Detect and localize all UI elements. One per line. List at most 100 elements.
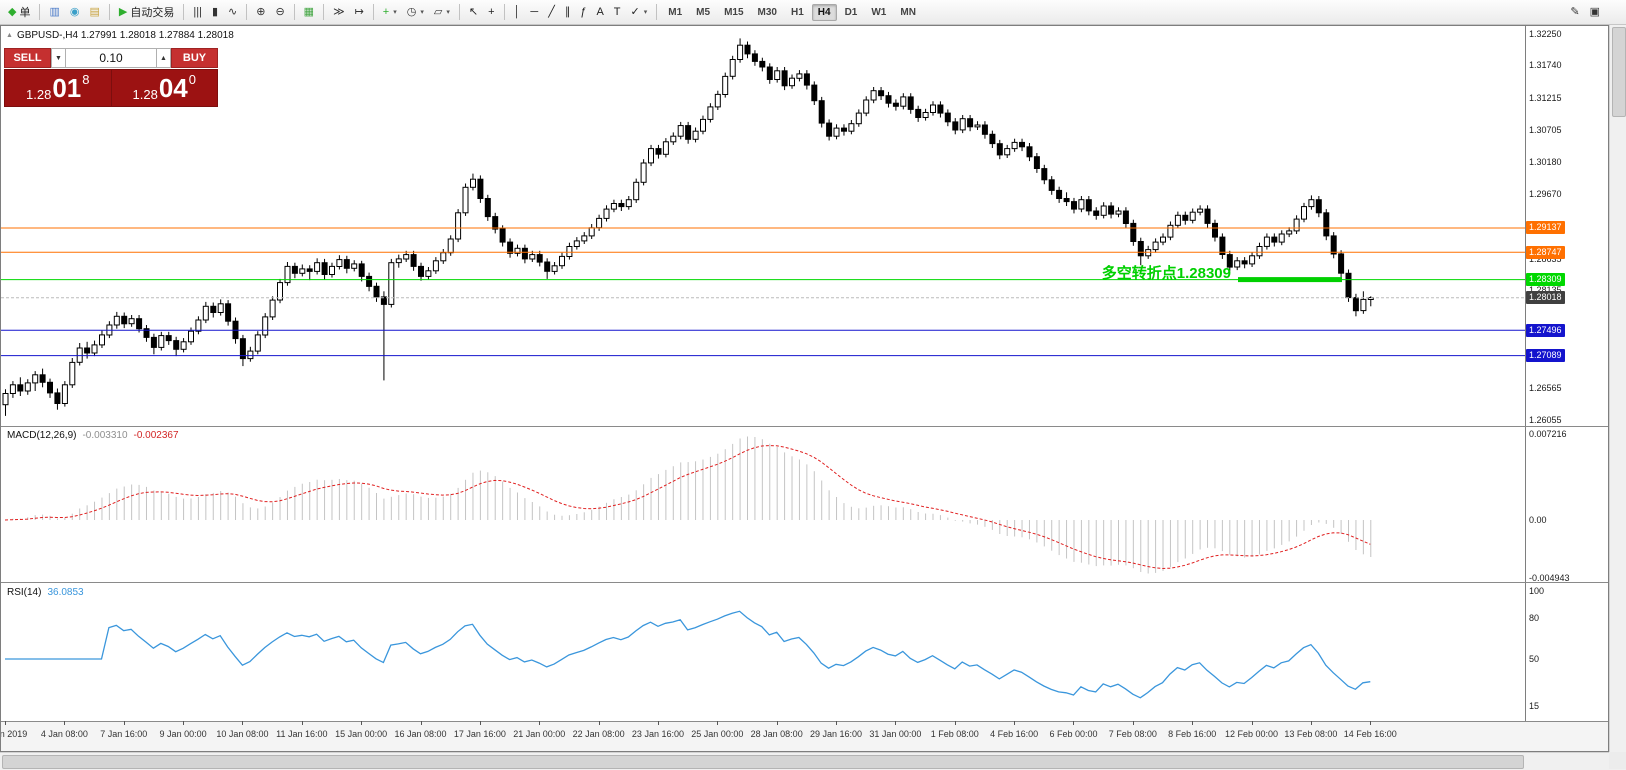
time-tick-mark <box>598 721 600 725</box>
sell-price[interactable]: 1.28 01 8 <box>5 70 111 106</box>
terminal-button[interactable]: ▤ <box>84 4 104 21</box>
shapes-menu-button[interactable]: ✓ ▾ <box>626 4 653 21</box>
timeframe-W1-button[interactable]: W1 <box>871 6 887 18</box>
buy-button[interactable]: BUY <box>171 48 218 68</box>
templates-button[interactable]: ▱ ▾ <box>429 4 455 21</box>
shapes-menu-icon: ✓ <box>630 5 640 18</box>
line-chart-button[interactable]: ∿ <box>223 4 242 21</box>
tile-windows-button[interactable]: ▦ <box>299 4 319 21</box>
auto-scroll-button[interactable]: ≫ <box>328 4 350 21</box>
zoom-in-button[interactable]: ⊕ <box>251 4 270 21</box>
volume-increase-button[interactable]: ▲ <box>156 48 171 68</box>
tile-windows-icon: ▦ <box>303 5 315 18</box>
label-tool-button[interactable]: T <box>609 4 626 21</box>
timeframe-M5-button[interactable]: M5 <box>696 6 711 18</box>
time-axis-border <box>1 721 1608 722</box>
new-window-button[interactable]: ▣ <box>1585 4 1605 21</box>
timeframe-M15-button[interactable]: M15 <box>724 6 744 18</box>
time-tick-mark <box>1310 721 1312 725</box>
zoom-in-icon: ⊕ <box>256 5 266 18</box>
periods-button[interactable]: ◷ ▾ <box>402 4 429 21</box>
time-tick-mark <box>123 721 125 725</box>
candlestick-chart-button[interactable]: ▮ <box>207 4 223 21</box>
new-order-label: 单 <box>19 7 31 19</box>
vertical-line-tool-button[interactable]: │ <box>509 4 526 21</box>
volume-input[interactable] <box>66 48 156 68</box>
navigator-button[interactable]: ◉ <box>65 4 85 21</box>
market-watch-button[interactable]: ▥ <box>44 4 64 21</box>
timeframe-MN-button[interactable]: MN <box>900 6 916 18</box>
toolbar-group-autotrading: ▶ 自动交易 <box>114 0 179 24</box>
price-tick-label: 1.32250 <box>1529 28 1562 39</box>
macd-axis-label: -0.004943 <box>1529 573 1570 584</box>
autotrading-button[interactable]: ▶ 自动交易 <box>114 1 179 23</box>
time-tick-label: 14 Feb 16:00 <box>1343 729 1397 739</box>
candlestick-series <box>2 38 1374 416</box>
vertical-scrollbar[interactable] <box>1609 25 1626 769</box>
rsi-value: 36.0853 <box>47 587 84 598</box>
trendline-tool-button[interactable]: ╱ <box>543 4 560 21</box>
time-axis[interactable] <box>1 722 1608 751</box>
sell-button[interactable]: SELL <box>4 48 51 68</box>
price-tick-label: 1.28135 <box>1529 284 1562 295</box>
chart-canvas[interactable] <box>1 26 1608 721</box>
time-tick-label: 4 Jan 08:00 <box>40 729 88 739</box>
toolbar: ◆ 单 ▥ ◉ ▤ ▶ 自动交易 ||| ▮ ∿ ⊕ ⊖ ▦ ≫ ↦ + ▾ ◷ ▾ ▱ ▾ ↖ + │ ─ ╱ ∥ ƒ A T ✓ ▾ M1 M… <box>0 0 1626 25</box>
zoom-out-icon: ⊖ <box>275 5 285 18</box>
toolbar-group-windows: ▥ ◉ ▤ <box>44 0 104 24</box>
new-window-icon: ▣ <box>1589 5 1600 18</box>
time-tick-label: 23 Jan 16:00 <box>631 729 684 739</box>
rsi-axis-label: 50 <box>1529 653 1540 664</box>
volume-decrease-button[interactable]: ▼ <box>51 48 66 68</box>
new-order-button[interactable]: ◆ 单 <box>3 1 35 23</box>
indicators-button[interactable]: + ▾ <box>378 4 402 21</box>
time-tick-label: 17 Jan 16:00 <box>453 729 506 739</box>
horizontal-scrollbar[interactable] <box>0 752 1609 770</box>
toolbar-group-draw-tools: │ ─ ╱ ∥ ƒ A T ✓ ▾ <box>509 0 653 24</box>
macd-title: MACD(12,26,9) <box>7 430 77 441</box>
time-tick-mark <box>657 721 659 725</box>
time-tick-mark <box>5 721 6 725</box>
channel-tool-button[interactable]: ∥ <box>560 4 576 21</box>
toolbar-group-chart-types: ||| ▮ ∿ <box>188 0 242 24</box>
edit-button[interactable]: ✎ <box>1565 4 1584 21</box>
timeframe-D1-button[interactable]: D1 <box>844 6 858 18</box>
chart-shift-icon: ↦ <box>354 5 364 18</box>
terminal-icon: ▤ <box>89 5 100 18</box>
pane-separator-rsi[interactable] <box>1 582 1608 583</box>
cursor-tool-button[interactable]: ↖ <box>464 4 483 21</box>
rsi-line <box>5 610 1371 699</box>
autotrading-label: 自动交易 <box>130 7 175 19</box>
price-tick-label: 1.31740 <box>1529 60 1562 71</box>
timeframe-M1-button[interactable]: M1 <box>668 6 683 18</box>
timeframe-H1-button[interactable]: H1 <box>790 6 804 18</box>
buy-price[interactable]: 1.28 04 0 <box>112 70 218 106</box>
chart-window[interactable]: ▲ GBPUSD-,H4 1.27991 1.28018 1.27884 1.2… <box>0 25 1609 752</box>
templates-icon: ▱ <box>433 5 443 18</box>
crosshair-tool-button[interactable]: + <box>483 4 499 21</box>
rsi-axis-label: 100 <box>1529 585 1545 596</box>
toolbar-separator <box>39 4 41 20</box>
timeframe-H4-button[interactable]: H4 <box>811 3 837 21</box>
horizontal-line-tool-button[interactable]: ─ <box>525 4 543 21</box>
fibonacci-tool-button[interactable]: ƒ <box>575 4 591 21</box>
vertical-scrollbar-thumb[interactable] <box>1612 27 1626 117</box>
timeframe-M30-button[interactable]: M30 <box>757 6 777 18</box>
horizontal-line-tool-icon: ─ <box>530 5 539 18</box>
text-tool-button[interactable]: A <box>591 4 608 21</box>
support-line-1-label: 1.27496 <box>1526 323 1565 337</box>
time-tick-mark <box>895 721 897 725</box>
buy-price-sup: 0 <box>188 72 196 87</box>
zoom-out-button[interactable]: ⊖ <box>270 4 289 21</box>
annotation-bar[interactable] <box>1238 277 1342 283</box>
chart-shift-button[interactable]: ↦ <box>350 4 369 21</box>
horizontal-scrollbar-thumb[interactable] <box>2 755 1524 769</box>
vertical-line-tool-icon: │ <box>513 5 521 18</box>
macd-axis-label: 0.00 <box>1529 514 1547 525</box>
pane-separator-macd[interactable] <box>1 426 1608 427</box>
one-click-trading-panel: SELL ▼ ▲ BUY 1.28 01 8 1.28 04 0 <box>4 48 218 107</box>
macd-histogram <box>12 436 1372 574</box>
annotation-text[interactable]: 多空转折点1.28309 <box>1101 265 1231 282</box>
bar-chart-button[interactable]: ||| <box>188 4 207 21</box>
text-tool-icon: A <box>596 5 604 18</box>
